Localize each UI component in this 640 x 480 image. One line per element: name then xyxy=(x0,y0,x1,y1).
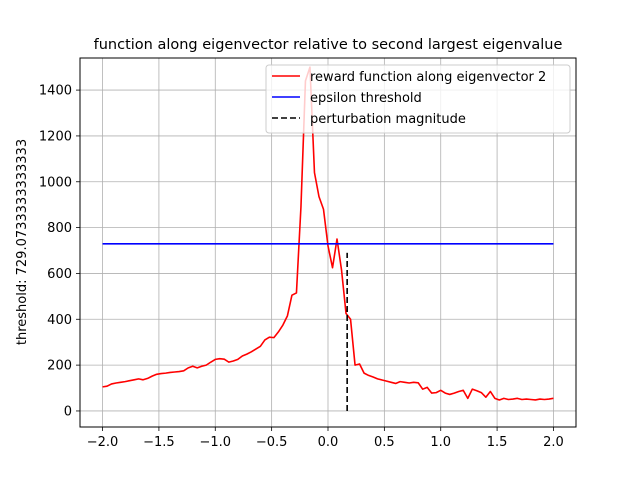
ticks: −2.0 −1.5 −1.0 −0.5 0.0 0.5 1.0 1.5 2.0 0 200 400 60… xyxy=(39,84,564,450)
y-tick-label: 600 xyxy=(47,267,72,282)
y-axis-label: threshold: 729.0733333333333 xyxy=(15,139,30,345)
chart-title: function along eigenvector relative to s… xyxy=(94,37,563,53)
x-tick-label: 0.5 xyxy=(374,435,395,450)
x-tick-label: 1.0 xyxy=(430,435,451,450)
reward-function-line xyxy=(102,66,554,401)
legend-label: reward function along eigenvector 2 xyxy=(310,70,546,85)
legend: reward function along eigenvector 2 epsil… xyxy=(265,64,571,134)
legend-box xyxy=(265,64,571,134)
x-tick-label: 2.0 xyxy=(543,435,564,450)
x-tick-label: 1.5 xyxy=(487,435,508,450)
y-tick-label: 1400 xyxy=(39,84,72,99)
x-tick-label: −1.5 xyxy=(143,435,175,450)
y-tick-label: 400 xyxy=(47,313,72,328)
legend-label: epsilon threshold xyxy=(310,91,422,106)
y-tick-label: 800 xyxy=(47,221,72,236)
x-tick-label: −0.5 xyxy=(256,435,288,450)
legend-label: perturbation magnitude xyxy=(310,112,466,127)
x-tick-label: −2.0 xyxy=(87,435,119,450)
x-tick-label: 0.0 xyxy=(318,435,339,450)
y-tick-label: 1200 xyxy=(39,129,72,144)
series-group xyxy=(102,66,554,411)
y-tick-label: 0 xyxy=(64,404,72,419)
x-tick-label: −1.0 xyxy=(199,435,231,450)
y-tick-label: 1000 xyxy=(39,175,72,190)
y-tick-label: 200 xyxy=(47,359,72,374)
